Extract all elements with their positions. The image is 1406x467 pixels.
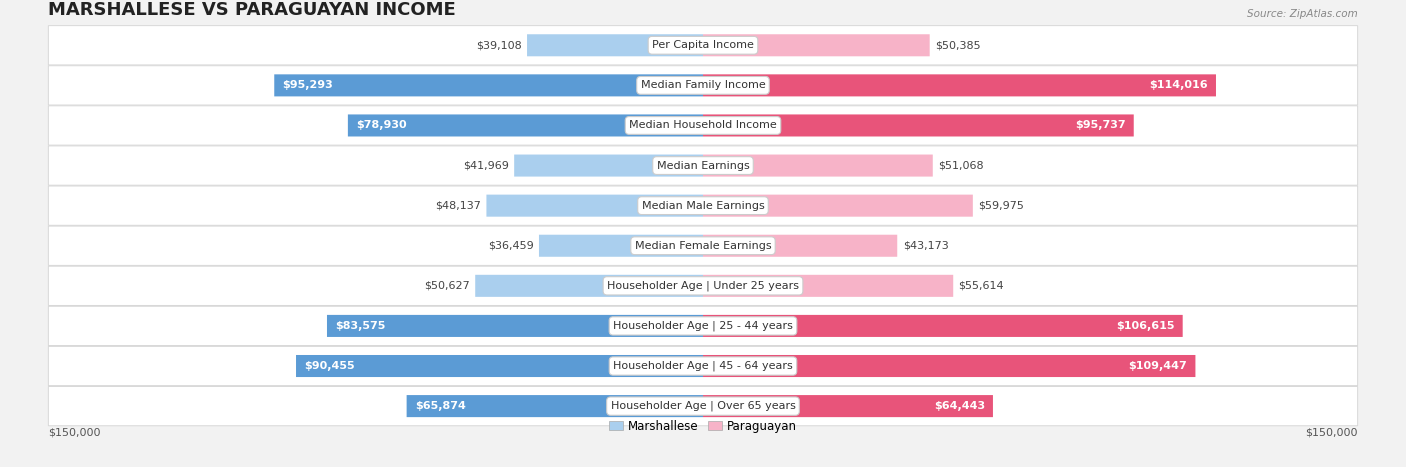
Text: $59,975: $59,975 [979, 201, 1024, 211]
Text: Per Capita Income: Per Capita Income [652, 40, 754, 50]
Text: $51,068: $51,068 [938, 161, 984, 170]
FancyBboxPatch shape [48, 306, 1358, 346]
FancyBboxPatch shape [328, 315, 703, 337]
FancyBboxPatch shape [475, 275, 703, 297]
Text: $65,874: $65,874 [415, 401, 465, 411]
FancyBboxPatch shape [703, 235, 897, 257]
Text: Source: ZipAtlas.com: Source: ZipAtlas.com [1247, 9, 1358, 19]
FancyBboxPatch shape [538, 235, 703, 257]
FancyBboxPatch shape [347, 114, 703, 136]
Text: $83,575: $83,575 [335, 321, 385, 331]
Text: $109,447: $109,447 [1129, 361, 1187, 371]
FancyBboxPatch shape [48, 186, 1358, 225]
Text: Median Household Income: Median Household Income [628, 120, 778, 130]
FancyBboxPatch shape [703, 395, 993, 417]
FancyBboxPatch shape [703, 195, 973, 217]
Text: $90,455: $90,455 [304, 361, 354, 371]
Text: $50,385: $50,385 [935, 40, 981, 50]
Text: $50,627: $50,627 [425, 281, 470, 291]
Text: Householder Age | 45 - 64 years: Householder Age | 45 - 64 years [613, 361, 793, 371]
Text: $78,930: $78,930 [356, 120, 406, 130]
Text: $114,016: $114,016 [1149, 80, 1208, 91]
FancyBboxPatch shape [406, 395, 703, 417]
FancyBboxPatch shape [48, 106, 1358, 145]
Text: $39,108: $39,108 [475, 40, 522, 50]
FancyBboxPatch shape [48, 66, 1358, 105]
FancyBboxPatch shape [703, 315, 1182, 337]
Text: Median Earnings: Median Earnings [657, 161, 749, 170]
Text: $106,615: $106,615 [1116, 321, 1174, 331]
Text: $150,000: $150,000 [1305, 427, 1358, 438]
FancyBboxPatch shape [703, 355, 1195, 377]
FancyBboxPatch shape [274, 74, 703, 96]
Text: Median Male Earnings: Median Male Earnings [641, 201, 765, 211]
FancyBboxPatch shape [48, 26, 1358, 65]
Text: Householder Age | Under 25 years: Householder Age | Under 25 years [607, 281, 799, 291]
FancyBboxPatch shape [48, 347, 1358, 386]
Text: $36,459: $36,459 [488, 241, 533, 251]
FancyBboxPatch shape [703, 74, 1216, 96]
FancyBboxPatch shape [48, 266, 1358, 305]
FancyBboxPatch shape [297, 355, 703, 377]
Text: $41,969: $41,969 [463, 161, 509, 170]
FancyBboxPatch shape [48, 387, 1358, 426]
Text: $48,137: $48,137 [434, 201, 481, 211]
Legend: Marshallese, Paraguayan: Marshallese, Paraguayan [605, 415, 801, 437]
FancyBboxPatch shape [703, 155, 932, 177]
Text: $150,000: $150,000 [48, 427, 101, 438]
FancyBboxPatch shape [48, 226, 1358, 265]
Text: Median Female Earnings: Median Female Earnings [634, 241, 772, 251]
Text: MARSHALLESE VS PARAGUAYAN INCOME: MARSHALLESE VS PARAGUAYAN INCOME [48, 1, 456, 19]
Text: $55,614: $55,614 [959, 281, 1004, 291]
FancyBboxPatch shape [527, 34, 703, 57]
Text: Householder Age | 25 - 44 years: Householder Age | 25 - 44 years [613, 321, 793, 331]
Text: Householder Age | Over 65 years: Householder Age | Over 65 years [610, 401, 796, 411]
FancyBboxPatch shape [48, 146, 1358, 185]
Text: Median Family Income: Median Family Income [641, 80, 765, 91]
Text: $95,737: $95,737 [1076, 120, 1126, 130]
FancyBboxPatch shape [703, 275, 953, 297]
FancyBboxPatch shape [515, 155, 703, 177]
FancyBboxPatch shape [703, 34, 929, 57]
Text: $43,173: $43,173 [903, 241, 949, 251]
Text: $95,293: $95,293 [283, 80, 333, 91]
FancyBboxPatch shape [703, 114, 1133, 136]
Text: $64,443: $64,443 [934, 401, 984, 411]
FancyBboxPatch shape [486, 195, 703, 217]
